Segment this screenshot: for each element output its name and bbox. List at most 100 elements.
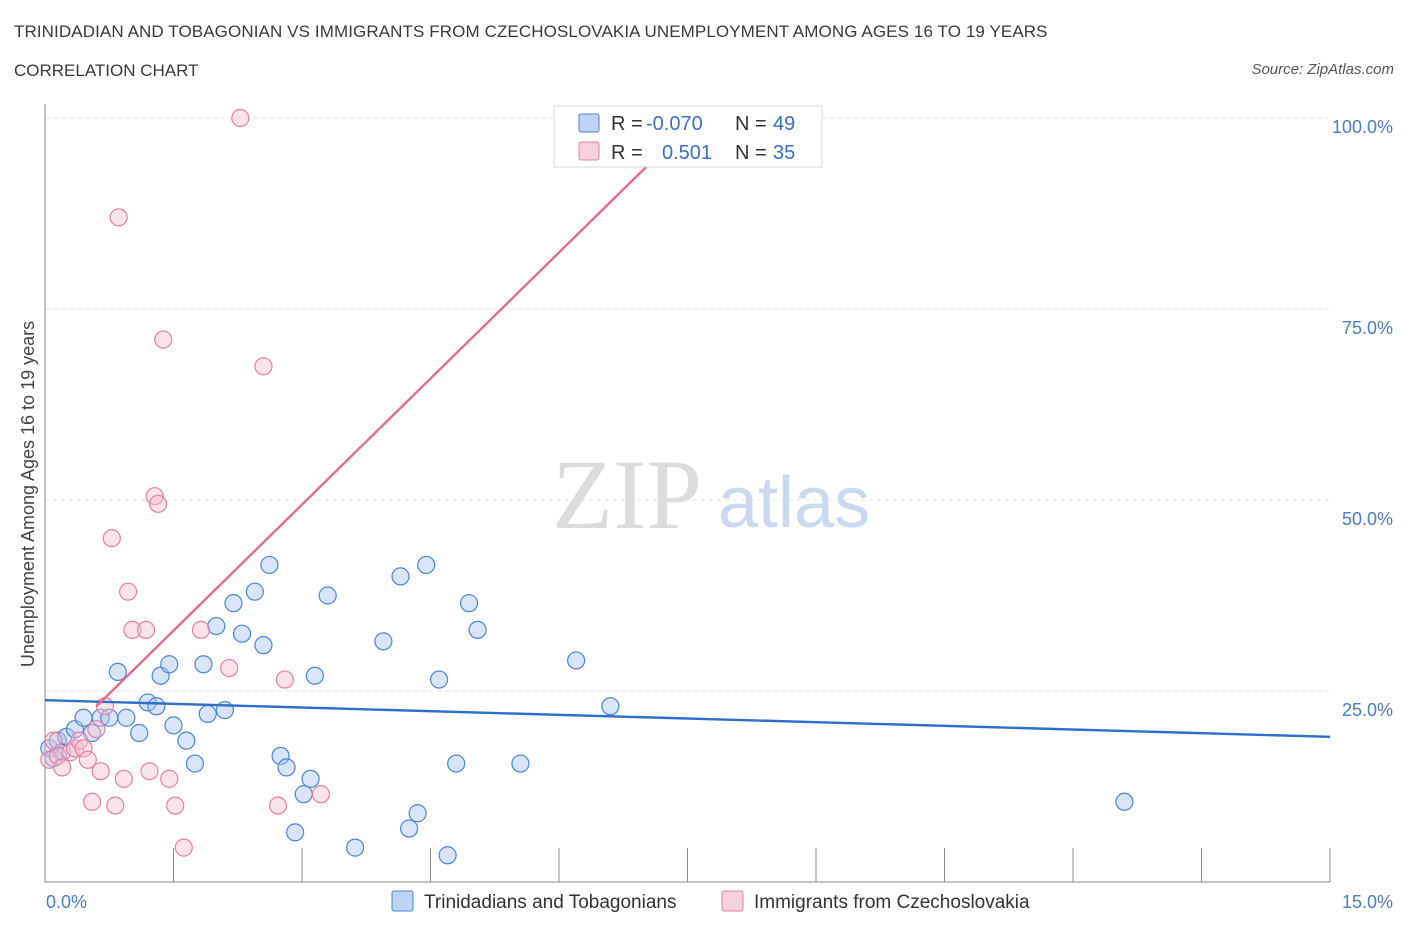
point-trinidadians-30 (277, 758, 296, 777)
point-trinidadians-29 (271, 746, 290, 766)
point-trinidadians-46 (468, 620, 487, 639)
point-trinidadians-37 (374, 632, 393, 651)
y-tick-label-2: 75.0% (1342, 318, 1393, 338)
point-trinidadians-41 (417, 555, 436, 575)
point-czechoslovakia-22 (148, 494, 168, 513)
point-czechoslovakia-12 (95, 697, 115, 716)
watermark-atlas: atlas (718, 463, 870, 543)
point-czechoslovakia-17 (118, 582, 138, 601)
stats-r-value-2: 0.501 (662, 142, 712, 164)
point-trinidadians-25 (232, 624, 252, 643)
source-credit: Source: ZipAtlas.com (1251, 61, 1394, 78)
series-legend: Trinidadians and Tobagonians Immigrants … (391, 890, 1030, 913)
point-czechoslovakia-1 (44, 731, 63, 750)
point-czechoslovakia-3 (53, 758, 72, 777)
stats-r-label-2: R = (611, 142, 643, 164)
point-trinidadians-24 (224, 594, 243, 613)
point-czechoslovakia-31 (268, 796, 288, 815)
trend-line-czechoslovakia (95, 117, 697, 708)
legend-label-trinidadians: Trinidadians and Tobagonians (424, 892, 676, 913)
point-czechoslovakia-14 (106, 796, 125, 815)
point-trinidadians-12 (130, 723, 149, 743)
point-trinidadians-28 (260, 555, 279, 575)
stats-r-label-1: R = (611, 113, 643, 135)
trend-line-trinidadians (44, 698, 1331, 739)
y-tick-label-0: 25.0% (1342, 700, 1393, 720)
point-czechoslovakia-27 (191, 620, 211, 639)
point-trinidadians-48 (567, 651, 586, 670)
point-czechoslovakia-24 (160, 769, 179, 788)
x-tick-labels: 0.0% 15.0% (46, 892, 1393, 912)
point-trinidadians-43 (438, 846, 457, 865)
point-trinidadians-40 (408, 804, 427, 823)
chart-subtitle: CORRELATION CHART (14, 61, 199, 80)
point-trinidadians-20 (194, 655, 213, 674)
point-trinidadians-18 (177, 731, 196, 750)
point-trinidadians-33 (301, 769, 320, 788)
point-trinidadians-38 (391, 567, 410, 586)
data-points (40, 108, 1134, 865)
point-trinidadians-45 (459, 594, 479, 613)
y-tick-label-3: 100.0% (1332, 117, 1393, 137)
point-trinidadians-36 (346, 838, 365, 857)
point-trinidadians-19 (185, 754, 205, 773)
point-trinidadians-50 (1115, 792, 1134, 811)
point-trinidadians-34 (305, 666, 324, 685)
legend-swatch-trinidadians (391, 890, 414, 912)
stats-legend: R = -0.070 N = 49 R = 0.501 N = 35 (553, 105, 823, 168)
stats-n-label-2: N = (735, 142, 767, 164)
point-trinidadians-16 (160, 655, 179, 674)
point-czechoslovakia-23 (154, 330, 173, 349)
point-czechoslovakia-9 (83, 792, 102, 811)
point-czechoslovakia-19 (136, 620, 156, 639)
point-trinidadians-2 (48, 731, 67, 750)
stats-n-value-1: 49 (773, 113, 795, 135)
stats-n-value-2: 35 (773, 142, 795, 164)
point-trinidadians-32 (294, 785, 313, 804)
chart-title: TRINIDADIAN AND TOBAGONIAN VS IMMIGRANTS… (14, 22, 1048, 41)
stats-swatch-blue (578, 113, 600, 133)
point-trinidadians-26 (245, 582, 264, 601)
y-tick-label-1: 50.0% (1342, 509, 1393, 529)
legend-swatch-czechoslovakia (721, 890, 744, 912)
stats-swatch-pink (578, 141, 600, 161)
point-czechoslovakia-8 (78, 750, 97, 769)
point-czechoslovakia-29 (231, 108, 250, 128)
point-czechoslovakia-10 (87, 720, 106, 739)
point-czechoslovakia-20 (140, 762, 159, 781)
point-trinidadians-27 (254, 636, 273, 655)
point-trinidadians-17 (164, 716, 183, 735)
point-trinidadians-47 (511, 754, 530, 773)
point-trinidadians-35 (318, 586, 337, 605)
y-axis-label: Unemployment Among Ages 16 to 19 years (18, 321, 38, 667)
point-trinidadians-49 (601, 697, 620, 716)
stats-n-label-1: N = (735, 113, 767, 135)
point-czechoslovakia-11 (91, 762, 110, 781)
trend-lines (44, 117, 1331, 739)
point-trinidadians-31 (286, 823, 305, 842)
point-czechoslovakia-30 (254, 357, 273, 376)
point-trinidadians-10 (108, 662, 127, 682)
point-czechoslovakia-16 (114, 769, 133, 788)
point-czechoslovakia-25 (166, 796, 185, 815)
y-tick-labels: 25.0% 50.0% 75.0% 100.0% (1332, 117, 1393, 720)
point-czechoslovakia-13 (102, 529, 121, 548)
point-trinidadians-14 (147, 697, 166, 716)
legend-label-czechoslovakia: Immigrants from Czechoslovakia (754, 892, 1030, 913)
point-czechoslovakia-28 (220, 658, 239, 678)
point-czechoslovakia-32 (275, 670, 294, 689)
x-tick-label-min: 0.0% (46, 892, 87, 912)
point-trinidadians-22 (207, 616, 226, 636)
point-czechoslovakia-18 (123, 620, 142, 639)
point-czechoslovakia-26 (174, 838, 193, 857)
axes (44, 104, 1331, 883)
watermark-zip: ZIP (552, 439, 702, 550)
point-trinidadians-11 (117, 708, 136, 727)
point-trinidadians-44 (447, 754, 466, 773)
point-trinidadians-42 (429, 670, 449, 689)
x-tick-label-max: 15.0% (1342, 892, 1393, 912)
point-trinidadians-21 (198, 704, 217, 724)
point-czechoslovakia-15 (109, 208, 128, 227)
point-czechoslovakia-33 (311, 785, 330, 804)
